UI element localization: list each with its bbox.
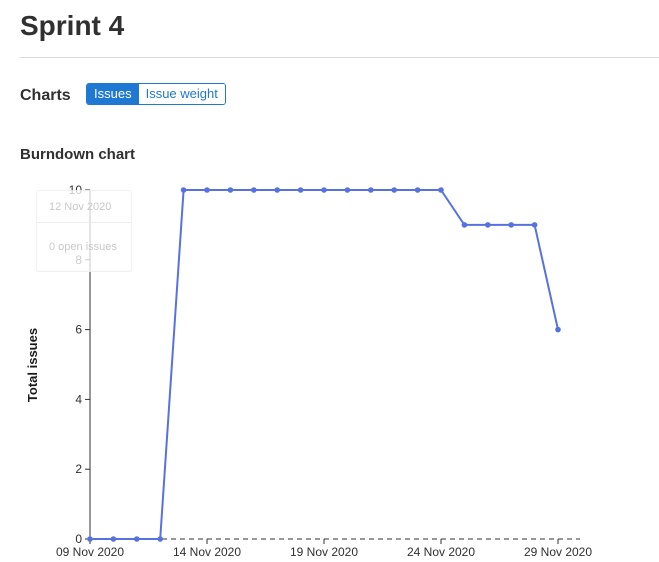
series-line	[90, 189, 559, 540]
data-point	[321, 187, 327, 193]
issues-toggle-button[interactable]: Issues	[87, 84, 139, 104]
data-point	[414, 187, 421, 193]
x-tick-label: 29 Nov 2020	[524, 545, 592, 559]
data-point	[508, 222, 514, 228]
data-point	[180, 187, 187, 193]
data-point	[157, 536, 163, 542]
data-point	[204, 187, 210, 193]
tooltip-separator	[37, 222, 131, 223]
x-tick-label: 14 Nov 2020	[173, 545, 241, 559]
data-point	[251, 187, 257, 193]
data-point	[485, 222, 491, 228]
data-point	[531, 222, 538, 228]
title-divider	[20, 57, 659, 58]
data-point	[438, 187, 444, 193]
y-tick-label: 4	[75, 392, 82, 406]
x-tick-label: 24 Nov 2020	[407, 545, 475, 559]
data-point	[87, 536, 93, 542]
data-point	[274, 187, 281, 193]
data-point	[134, 536, 140, 542]
tooltip-date: 12 Nov 2020	[49, 201, 112, 213]
issue-weight-toggle-button[interactable]: Issue weight	[138, 84, 225, 104]
x-tick-label: 19 Nov 2020	[290, 545, 358, 559]
page-title: Sprint 4	[20, 10, 125, 41]
data-point	[344, 187, 351, 193]
chart-type-toggle: Issues Issue weight	[86, 83, 226, 105]
data-point	[368, 187, 374, 193]
y-tick-label: 2	[75, 462, 82, 476]
chart-tooltip: 12 Nov 2020 0 open issues	[36, 190, 132, 272]
burndown-chart-title: Burndown chart	[20, 146, 135, 163]
data-point	[227, 187, 234, 193]
data-point	[297, 187, 304, 193]
y-axis-title: Total issues	[25, 328, 40, 402]
y-tick-label: 6	[75, 323, 82, 337]
data-point	[391, 187, 398, 193]
data-point	[461, 222, 468, 228]
y-tick-label: 0	[75, 532, 82, 546]
tooltip-value: 0 open issues	[49, 241, 117, 253]
data-point	[110, 536, 117, 542]
charts-label: Charts	[20, 87, 71, 104]
data-point	[555, 326, 561, 333]
x-tick-label: 09 Nov 2020	[56, 545, 124, 559]
